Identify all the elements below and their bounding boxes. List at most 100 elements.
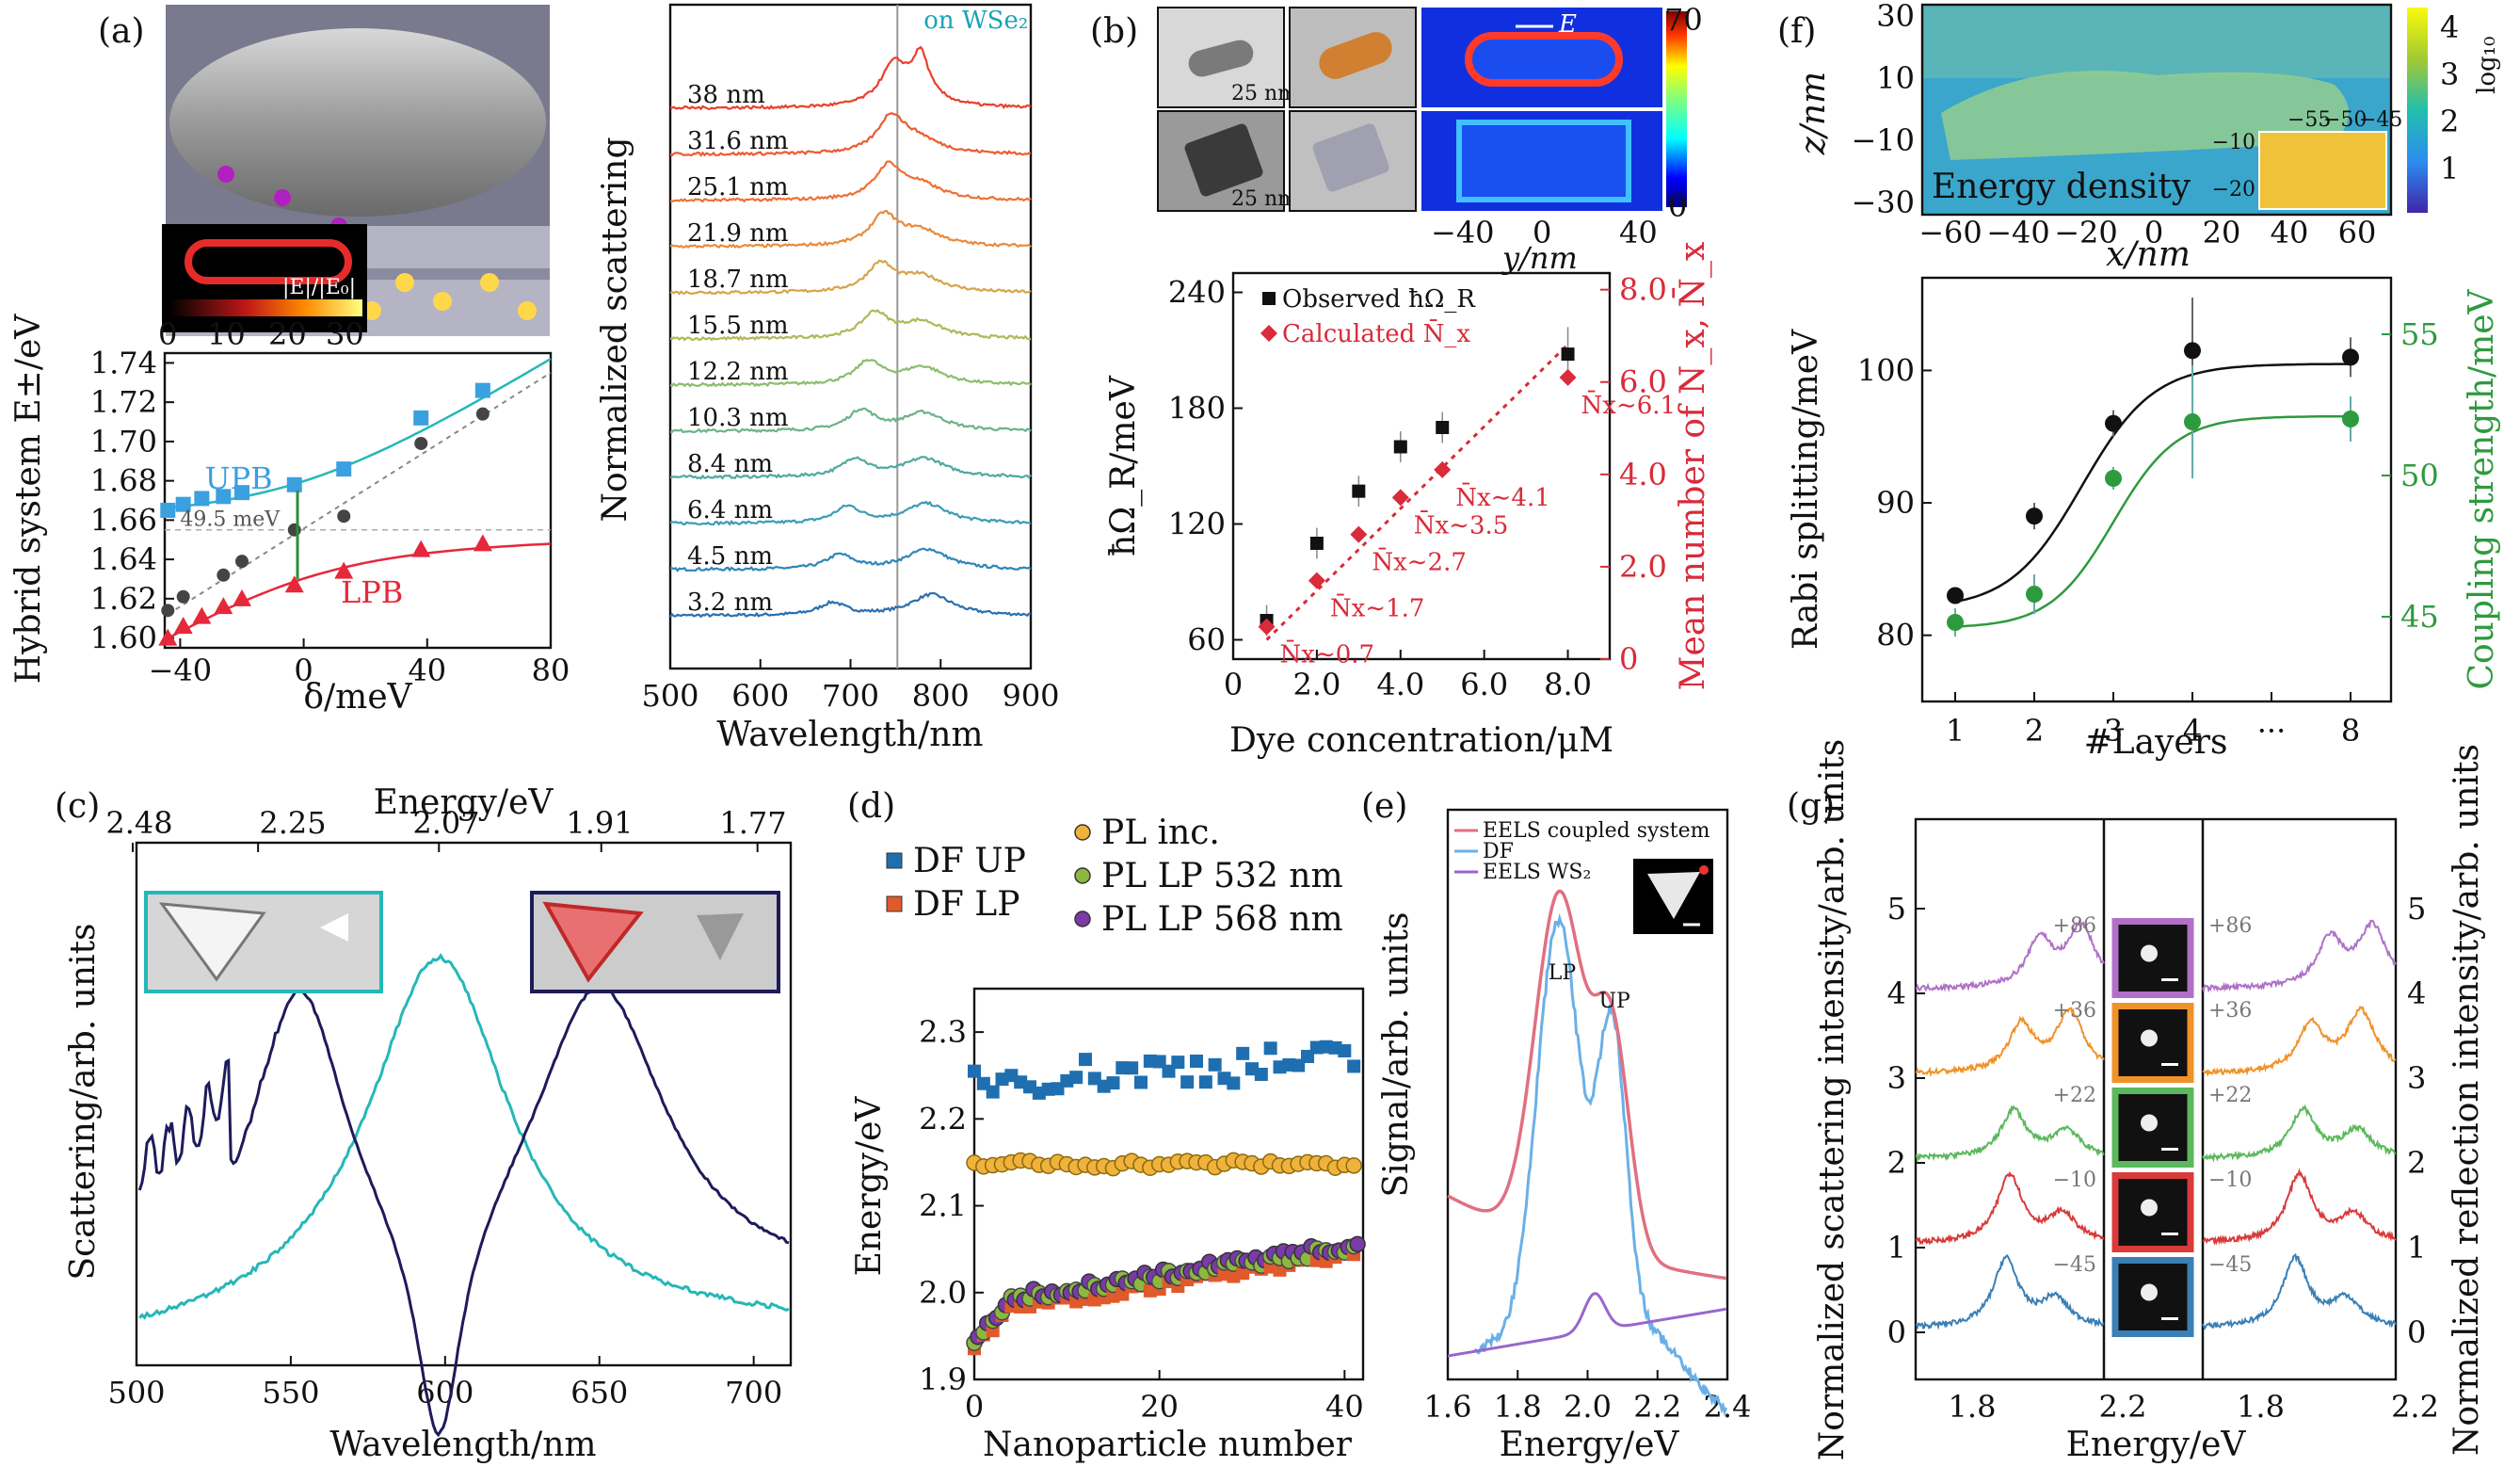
spectrum-line: [669, 160, 1032, 203]
thickness-label: 25.1 nm: [687, 173, 789, 201]
coupling-point: [2184, 413, 2201, 430]
nx-label: N̄x∼3.5: [1414, 510, 1509, 540]
y-right-tick-label: 1: [2407, 1230, 2426, 1265]
pl-inc-point: [1345, 1157, 1362, 1174]
y-tick-label: 1.66: [90, 502, 157, 538]
calculated-point: [1258, 618, 1276, 636]
y-axis-label: Scattering/arb. units: [64, 923, 103, 1280]
y-axis-label: ħΩ_R/meV: [1104, 375, 1143, 556]
uncoupled-point: [235, 555, 249, 569]
df-up-point: [968, 1064, 981, 1078]
x-axis-label: Wavelength/nm: [716, 716, 983, 754]
uncoupled-point: [414, 436, 428, 450]
lpb-label: LPB: [341, 574, 403, 610]
y-right-tick-label: 55: [2400, 316, 2439, 352]
observed-point: [1393, 440, 1407, 454]
thickness-label: 15.5 nm: [687, 312, 789, 340]
x-tick-label: 8: [2341, 713, 2360, 749]
y-right-tick-label: 3: [2407, 1060, 2426, 1096]
y-tick-label: 2.0: [919, 1275, 967, 1311]
df-up-point: [1106, 1076, 1120, 1090]
upb-point: [474, 382, 490, 398]
pl-568-point: [1349, 1235, 1366, 1253]
uncoupled-point: [337, 509, 351, 524]
panel-a-label: (a): [98, 12, 145, 51]
spectrum-line: [669, 591, 1032, 619]
upb-point: [160, 502, 176, 518]
x-axis-label: Energy/eV: [2066, 1426, 2247, 1464]
lpb-point: [411, 540, 431, 557]
spectrum-line: [669, 259, 1032, 296]
x-tick-label: 800: [912, 678, 970, 714]
b-inset-xtick-0: −40: [1431, 215, 1495, 250]
y-right-axis-label: Coupling strength/meV: [2463, 288, 2501, 689]
x-tick-label: −40: [1986, 215, 2050, 250]
legend-label: PL LP 532 nm: [1101, 857, 1343, 895]
plot-frame: [135, 841, 793, 1367]
coated-triangle: [542, 901, 644, 983]
particle-dot: [2141, 1283, 2158, 1301]
splitting-label: 49.5 meV: [180, 508, 281, 532]
x-tick-label: 1.8: [1949, 1389, 1997, 1425]
x-tick-label: 8.0: [1544, 667, 1592, 702]
y-tick-label: 240: [1168, 275, 1226, 311]
x-tick-label: 600: [731, 678, 789, 714]
y-tick-label: 60: [1187, 622, 1226, 658]
df-up-point: [1079, 1053, 1092, 1067]
x-tick-label: 700: [725, 1375, 782, 1410]
inset-x-tick: −50: [2323, 108, 2367, 132]
legend-label: DF UP: [913, 842, 1026, 880]
x-top-tick-label: 1.77: [719, 805, 786, 841]
panel-f-label: (f): [1777, 12, 1816, 51]
spectrum-line: [2202, 1168, 2397, 1246]
x-tick-label: 2: [2025, 713, 2044, 749]
lpb-point: [284, 575, 304, 593]
thickness-label: 4.5 nm: [687, 542, 773, 571]
x-tick-label: 40: [1325, 1389, 1364, 1425]
y-tick-label: 3: [1887, 1060, 1906, 1096]
thickness-label: 38 nm: [687, 81, 765, 109]
x-tick-label: 2.2: [1633, 1389, 1681, 1425]
uncoupled-point: [287, 523, 301, 537]
thickness-label: 31.6 nm: [687, 127, 789, 155]
x-tick-label: 1.6: [1424, 1389, 1472, 1425]
offset-label: +86: [2208, 914, 2252, 938]
calculated-point: [1391, 489, 1409, 507]
y-right-axis-label: Mean number of N_x, N̄_x: [1672, 242, 1712, 691]
thickness-label: 18.7 nm: [687, 266, 789, 294]
b-cb-tick-bottom: 0: [1668, 188, 1687, 224]
y-tick-label: 180: [1168, 391, 1226, 427]
y-right-tick-label: 45: [2400, 599, 2439, 635]
panel-e-label: (e): [1361, 787, 1407, 826]
x-tick-label: 500: [107, 1375, 165, 1410]
x-tick-label: 1.8: [1494, 1389, 1542, 1425]
legend-observed: Observed ħΩ_R: [1282, 285, 1476, 314]
df-up-point: [1236, 1046, 1250, 1060]
beam-position: [1699, 865, 1709, 875]
inset-y-tick: −20: [2212, 178, 2255, 201]
y-right-tick-label: 6.0: [1619, 364, 1667, 400]
colorbar-tick: 1: [2440, 151, 2459, 186]
spectrum-line: [669, 209, 1032, 250]
legend-marker: [1074, 867, 1091, 884]
y-tick-label: 2: [1887, 1145, 1906, 1181]
offset-label: +36: [2053, 999, 2096, 1023]
spectrum-line: [669, 112, 1032, 157]
x-tick-label: 0: [294, 653, 313, 688]
particle-dot: [2141, 1029, 2158, 1047]
x-tick-label: 20: [1140, 1389, 1179, 1425]
plot-frame: [1920, 3, 2393, 217]
rabi-point: [2342, 348, 2359, 366]
y-tick-label: 10: [1876, 60, 1915, 96]
x-axis-label: Wavelength/nm: [329, 1426, 596, 1464]
spectrum-line: [1915, 1104, 2105, 1164]
rabi-point: [2184, 342, 2201, 360]
b-inset-xlabel: y/nm: [1501, 240, 1578, 276]
x-tick-label: 1.8: [2237, 1389, 2285, 1425]
legend-label: DF LP: [913, 885, 1019, 924]
coated-triangle-small: [697, 913, 744, 960]
df-up-point: [1125, 1061, 1139, 1075]
y-tick-label: 1.70: [90, 424, 157, 459]
colorbar: [2407, 8, 2428, 213]
df-up-point: [1069, 1071, 1083, 1085]
